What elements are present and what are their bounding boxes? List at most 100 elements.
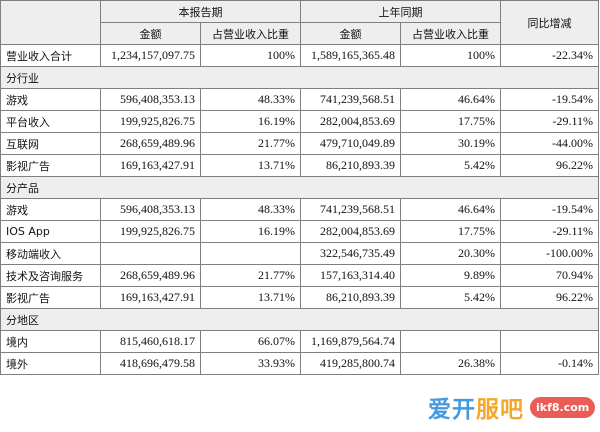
current-amount: 596,408,353.13 (100, 88, 201, 111)
yoy-change: -44.00% (500, 132, 599, 155)
total-row: 营业收入合计 1,234,157,097.75 100% 1,589,165,3… (0, 44, 599, 67)
current-amount: 169,163,427.91 (100, 286, 201, 309)
watermark-logo: 爱开服吧 (428, 390, 524, 424)
row-label: 境外 (0, 352, 101, 375)
prior-share: 5.42% (400, 154, 501, 177)
section-title: 分地区 (0, 308, 599, 331)
current-share: 100% (200, 44, 301, 67)
row-label: 营业收入合计 (0, 44, 101, 67)
prior-share: 46.64% (400, 88, 501, 111)
yoy-change: 70.94% (500, 264, 599, 287)
prior-amount: 322,546,735.49 (300, 242, 401, 265)
table-row: 互联网 268,659,489.96 21.77% 479,710,049.89… (0, 132, 599, 155)
section-header-product: 分产品 (0, 176, 599, 199)
yoy-change: -100.00% (500, 242, 599, 265)
prior-amount: 1,169,879,564.74 (300, 330, 401, 353)
site-watermark: 爱开服吧 ikf8.com (428, 384, 600, 430)
prior-amount: 86,210,893.39 (300, 154, 401, 177)
prior-share: 20.30% (400, 242, 501, 265)
current-share (200, 242, 301, 265)
prior-amount: 282,004,853.69 (300, 110, 401, 133)
watermark-brand-main: 爱开 (428, 397, 476, 423)
current-share: 16.19% (200, 220, 301, 243)
current-share: 21.77% (200, 132, 301, 155)
header-current-share: 占营业收入比重 (200, 22, 301, 45)
prior-share: 100% (400, 44, 501, 67)
table-row: 影视广告 169,163,427.91 13.71% 86,210,893.39… (0, 286, 599, 309)
row-label: 影视广告 (0, 286, 101, 309)
prior-amount: 741,239,568.51 (300, 198, 401, 221)
current-share: 48.33% (200, 198, 301, 221)
current-amount: 815,460,618.17 (100, 330, 201, 353)
header-prior-amount: 金额 (300, 22, 401, 45)
row-label: 移动端收入 (0, 242, 101, 265)
current-amount (100, 242, 201, 265)
table-row: 影视广告 169,163,427.91 13.71% 86,210,893.39… (0, 154, 599, 177)
current-amount: 199,925,826.75 (100, 220, 201, 243)
header-prior-period: 上年同期 (300, 0, 501, 23)
current-share: 13.71% (200, 286, 301, 309)
prior-share: 5.42% (400, 286, 501, 309)
row-label: 影视广告 (0, 154, 101, 177)
prior-amount: 479,710,049.89 (300, 132, 401, 155)
prior-amount: 157,163,314.40 (300, 264, 401, 287)
current-amount: 268,659,489.96 (100, 264, 201, 287)
section-header-industry: 分行业 (0, 66, 599, 89)
yoy-change: -19.54% (500, 198, 599, 221)
table-row: 境内 815,460,618.17 66.07% 1,169,879,564.7… (0, 330, 599, 353)
current-share: 21.77% (200, 264, 301, 287)
revenue-table: 本报告期 上年同期 同比增减 金额 占营业收入比重 金额 占营业收入比重 营业收… (0, 0, 599, 375)
header-yoy-change: 同比增减 (500, 0, 599, 45)
yoy-change: 96.22% (500, 154, 599, 177)
header-blank (0, 0, 101, 45)
prior-share: 17.75% (400, 110, 501, 133)
prior-share: 30.19% (400, 132, 501, 155)
current-share: 66.07% (200, 330, 301, 353)
row-label: 游戏 (0, 198, 101, 221)
row-label: IOS App (0, 220, 101, 243)
current-share: 48.33% (200, 88, 301, 111)
yoy-change: 96.22% (500, 286, 599, 309)
prior-amount: 741,239,568.51 (300, 88, 401, 111)
header-current-amount: 金额 (100, 22, 201, 45)
row-label: 互联网 (0, 132, 101, 155)
header-row-1: 本报告期 上年同期 同比增减 (0, 0, 599, 45)
current-amount: 199,925,826.75 (100, 110, 201, 133)
current-share: 33.93% (200, 352, 301, 375)
yoy-change: -0.14% (500, 352, 599, 375)
yoy-change: -22.34% (500, 44, 599, 67)
row-label: 游戏 (0, 88, 101, 111)
current-amount: 1,234,157,097.75 (100, 44, 201, 67)
section-title: 分行业 (0, 66, 599, 89)
current-amount: 169,163,427.91 (100, 154, 201, 177)
section-header-region: 分地区 (0, 308, 599, 331)
table-row: 技术及咨询服务 268,659,489.96 21.77% 157,163,31… (0, 264, 599, 287)
prior-share: 17.75% (400, 220, 501, 243)
header-current-period: 本报告期 (100, 0, 301, 23)
header-row-2: 金额 占营业收入比重 金额 占营业收入比重 (1, 22, 599, 45)
prior-amount: 282,004,853.69 (300, 220, 401, 243)
current-amount: 418,696,479.58 (100, 352, 201, 375)
yoy-change: -19.54% (500, 88, 599, 111)
table-row: 游戏 596,408,353.13 48.33% 741,239,568.51 … (0, 88, 599, 111)
row-label: 境内 (0, 330, 101, 353)
table-row: IOS App 199,925,826.75 16.19% 282,004,85… (0, 220, 599, 243)
prior-share (400, 330, 501, 353)
watermark-badge: ikf8.com (530, 396, 596, 418)
current-amount: 268,659,489.96 (100, 132, 201, 155)
prior-amount: 419,285,800.74 (300, 352, 401, 375)
row-label: 平台收入 (0, 110, 101, 133)
prior-amount: 1,589,165,365.48 (300, 44, 401, 67)
prior-amount: 86,210,893.39 (300, 286, 401, 309)
yoy-change: -29.11% (500, 110, 599, 133)
section-title: 分产品 (0, 176, 599, 199)
prior-share: 46.64% (400, 198, 501, 221)
table-row: 移动端收入 322,546,735.49 20.30% -100.00% (0, 242, 599, 265)
prior-share: 9.89% (400, 264, 501, 287)
row-label: 技术及咨询服务 (0, 264, 101, 287)
header-prior-share: 占营业收入比重 (400, 22, 501, 45)
current-amount: 596,408,353.13 (100, 198, 201, 221)
yoy-change: -29.11% (500, 220, 599, 243)
watermark-brand-accent: 服吧 (476, 397, 524, 423)
yoy-change (500, 330, 599, 353)
